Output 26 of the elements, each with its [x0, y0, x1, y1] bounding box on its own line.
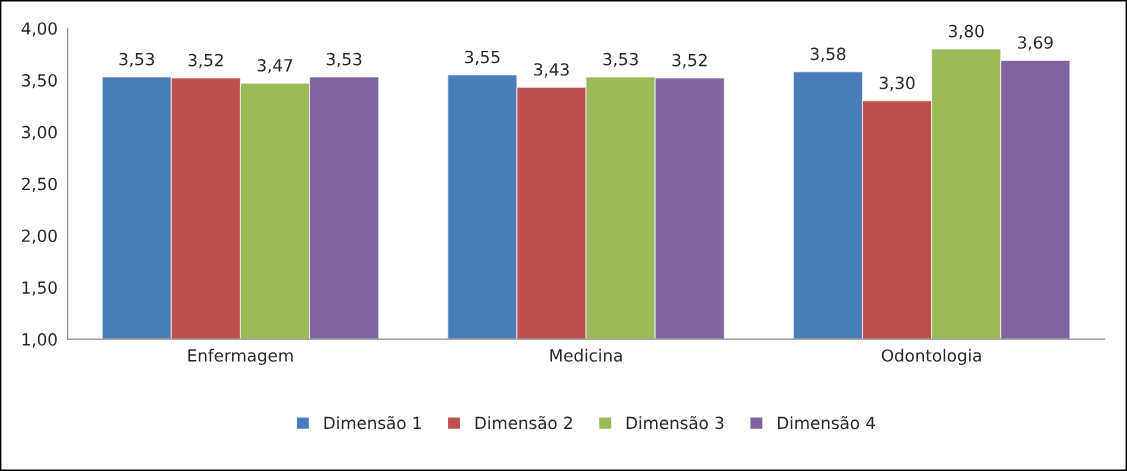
data-label: 3,69: [1018, 36, 1053, 51]
data-label: 3,58: [810, 47, 846, 62]
legend-label: Dimensão 1: [324, 416, 421, 430]
y-tick-label: 3,50: [22, 74, 57, 89]
data-label: 3,55: [465, 50, 500, 66]
legend-label: Dimensão 4: [778, 416, 875, 430]
data-label: 3,53: [326, 52, 362, 68]
legend-label: Dimensão 3: [626, 416, 724, 430]
y-tick-label: 2,50: [22, 177, 57, 192]
x-tick-label: Enfermagem: [188, 348, 293, 365]
y-tick-label: 3,00: [22, 125, 57, 141]
data-label: 3,30: [879, 76, 915, 91]
data-label: 3,80: [948, 24, 984, 40]
data-label: 3,47: [257, 59, 293, 74]
x-tick-label: Medicina: [550, 348, 622, 362]
data-label: 3,52: [672, 53, 707, 69]
y-tick-label: 1,00: [22, 333, 57, 348]
y-tick-label: 2,00: [22, 229, 57, 244]
data-label: 3,43: [534, 63, 569, 78]
y-tick-label: 4,00: [21, 22, 57, 37]
data-label: 3,53: [603, 52, 638, 68]
data-label: 3,53: [119, 52, 154, 68]
x-tick-label: Odontologia: [881, 348, 981, 365]
legend-label: Dimensão 2: [475, 416, 572, 430]
y-tick-label: 1,50: [22, 281, 57, 296]
data-label: 3,52: [188, 53, 223, 69]
